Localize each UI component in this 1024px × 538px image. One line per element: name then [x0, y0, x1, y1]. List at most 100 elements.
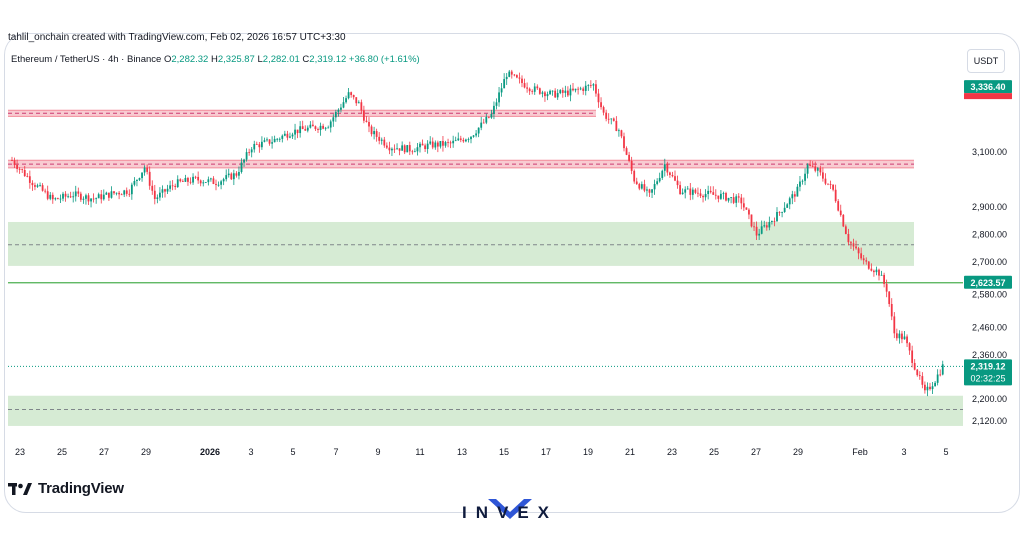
- candle[interactable]: [204, 182, 207, 183]
- candle[interactable]: [717, 195, 720, 199]
- candle[interactable]: [169, 185, 171, 189]
- candle[interactable]: [513, 74, 516, 76]
- candle[interactable]: [666, 164, 669, 173]
- candle[interactable]: [579, 88, 582, 90]
- candle[interactable]: [720, 193, 722, 199]
- candle[interactable]: [737, 196, 740, 198]
- candle[interactable]: [819, 168, 822, 173]
- candle[interactable]: [34, 185, 36, 187]
- candle[interactable]: [924, 384, 926, 391]
- candle[interactable]: [528, 88, 531, 92]
- candle[interactable]: [393, 148, 396, 150]
- candle[interactable]: [901, 333, 903, 340]
- candle[interactable]: [16, 164, 18, 169]
- candle[interactable]: [712, 192, 715, 195]
- candle[interactable]: [508, 71, 511, 77]
- candle[interactable]: [136, 179, 138, 181]
- candle[interactable]: [597, 93, 600, 103]
- candle[interactable]: [439, 140, 442, 147]
- candle[interactable]: [916, 369, 919, 376]
- candle[interactable]: [503, 79, 506, 89]
- candle[interactable]: [194, 176, 197, 178]
- candle[interactable]: [143, 167, 146, 173]
- symbol-name[interactable]: Ethereum / TetherUS · 4h · Binance: [11, 54, 162, 65]
- candle[interactable]: [648, 189, 651, 193]
- candle[interactable]: [788, 198, 791, 205]
- candle[interactable]: [549, 90, 551, 95]
- candle[interactable]: [702, 195, 704, 198]
- candle[interactable]: [531, 91, 534, 92]
- candle[interactable]: [434, 142, 437, 148]
- candle[interactable]: [748, 209, 750, 215]
- candle[interactable]: [225, 175, 228, 180]
- candle[interactable]: [763, 225, 766, 227]
- candle[interactable]: [516, 75, 518, 78]
- candle[interactable]: [816, 168, 819, 171]
- candle[interactable]: [171, 185, 174, 187]
- candle[interactable]: [691, 189, 694, 195]
- candle[interactable]: [457, 138, 460, 141]
- candle[interactable]: [500, 88, 503, 93]
- candle[interactable]: [890, 304, 893, 317]
- candle[interactable]: [342, 102, 345, 108]
- candle[interactable]: [102, 194, 105, 200]
- candle[interactable]: [378, 136, 381, 141]
- candle[interactable]: [46, 191, 49, 199]
- candle[interactable]: [199, 180, 202, 184]
- candle[interactable]: [605, 112, 608, 119]
- candle[interactable]: [804, 173, 806, 181]
- candle[interactable]: [77, 191, 80, 194]
- candle[interactable]: [806, 164, 809, 174]
- candle[interactable]: [633, 170, 636, 182]
- candle[interactable]: [610, 118, 613, 120]
- candle[interactable]: [679, 185, 681, 195]
- candle[interactable]: [658, 177, 661, 182]
- candle[interactable]: [878, 269, 880, 276]
- candle[interactable]: [424, 145, 426, 150]
- support-zone[interactable]: [8, 221, 914, 266]
- candle[interactable]: [54, 198, 57, 200]
- candle[interactable]: [253, 143, 256, 150]
- candle[interactable]: [564, 90, 567, 93]
- candle[interactable]: [289, 136, 291, 138]
- candle[interactable]: [90, 198, 92, 202]
- candle[interactable]: [870, 268, 873, 271]
- candle[interactable]: [447, 142, 449, 143]
- candle[interactable]: [92, 198, 95, 200]
- candle[interactable]: [725, 193, 727, 201]
- candle[interactable]: [388, 147, 391, 151]
- candle[interactable]: [230, 173, 233, 180]
- candle[interactable]: [526, 87, 528, 89]
- candle[interactable]: [722, 193, 725, 194]
- candle[interactable]: [730, 197, 732, 198]
- candle[interactable]: [834, 189, 837, 202]
- candle[interactable]: [207, 179, 210, 183]
- candle[interactable]: [332, 117, 335, 122]
- candle[interactable]: [796, 186, 799, 197]
- candle[interactable]: [28, 176, 31, 183]
- candle[interactable]: [799, 181, 801, 187]
- candle[interactable]: [592, 84, 595, 86]
- candle[interactable]: [69, 196, 72, 198]
- candle[interactable]: [829, 184, 832, 185]
- candle[interactable]: [493, 105, 495, 114]
- candle[interactable]: [396, 148, 398, 150]
- candle[interactable]: [296, 129, 299, 134]
- candle[interactable]: [166, 188, 169, 192]
- candle[interactable]: [860, 253, 863, 259]
- candle[interactable]: [141, 172, 143, 179]
- candle[interactable]: [791, 194, 794, 199]
- candle[interactable]: [646, 189, 648, 191]
- candle[interactable]: [64, 193, 67, 197]
- candle[interactable]: [449, 142, 452, 144]
- candle[interactable]: [793, 194, 796, 197]
- candle[interactable]: [689, 188, 692, 195]
- candle[interactable]: [472, 135, 475, 137]
- candle[interactable]: [536, 86, 539, 89]
- candle[interactable]: [312, 124, 314, 127]
- candle[interactable]: [544, 92, 546, 97]
- candle[interactable]: [602, 107, 605, 113]
- candle[interactable]: [781, 211, 783, 213]
- candle[interactable]: [431, 141, 434, 148]
- candle[interactable]: [278, 138, 281, 140]
